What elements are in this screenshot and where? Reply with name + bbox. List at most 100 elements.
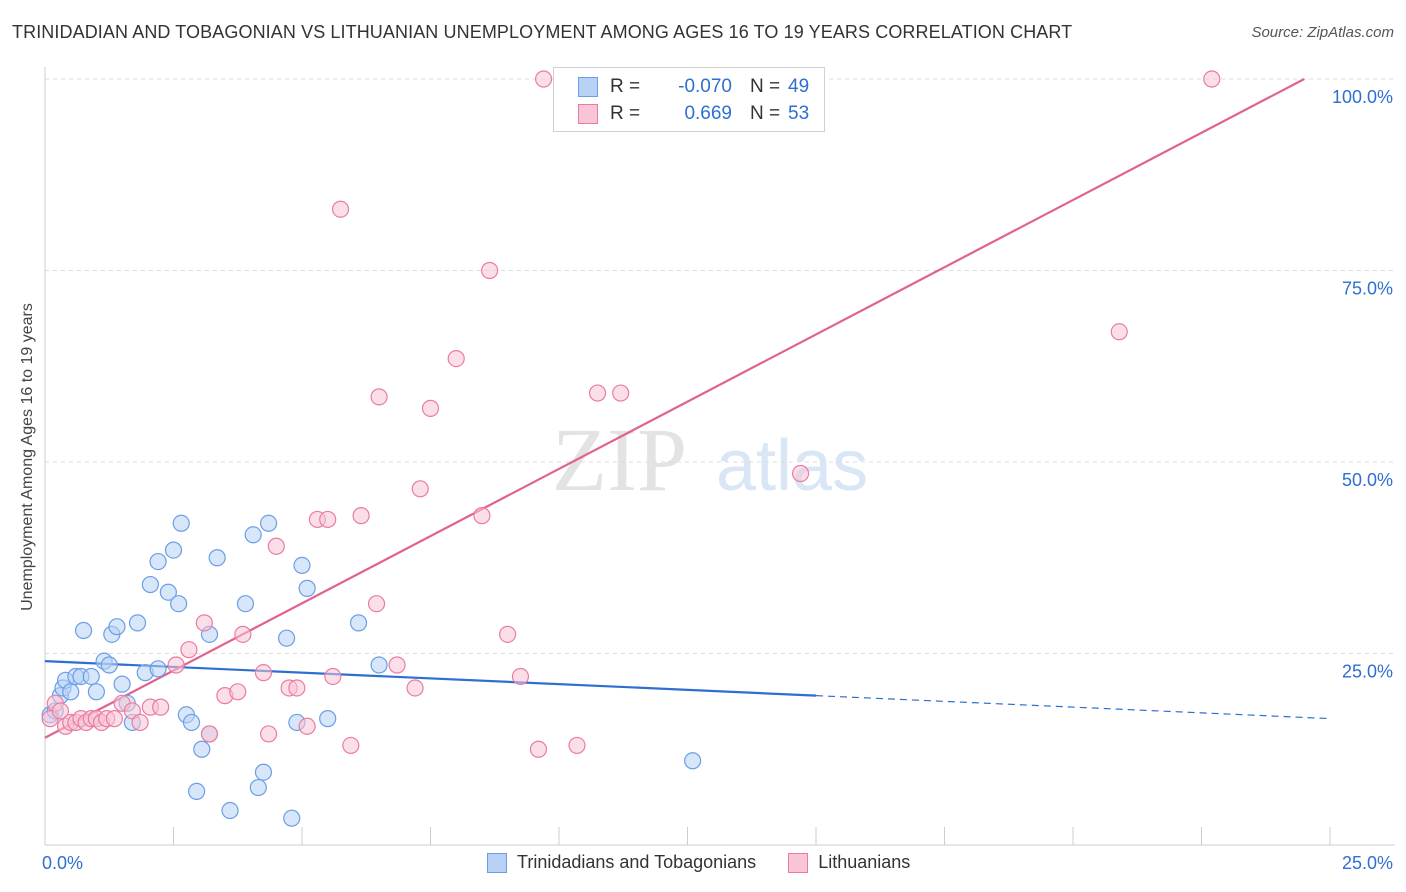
point-trinidadian — [182, 713, 201, 732]
point-lithuanian — [254, 664, 273, 682]
point-trinidadian — [259, 514, 278, 532]
r-value: 0.669 — [684, 103, 732, 124]
point-lithuanian — [370, 388, 388, 406]
point-trinidadian — [87, 683, 106, 701]
point-lithuanian — [51, 702, 70, 720]
point-lithuanian — [1203, 70, 1221, 88]
point-lithuanian — [229, 683, 247, 701]
data-points — [41, 70, 1221, 827]
n-label: N = — [750, 76, 781, 97]
point-lithuanian — [612, 384, 630, 402]
point-trinidadian — [172, 514, 190, 532]
point-lithuanian — [105, 710, 123, 728]
r-label: R = — [610, 76, 641, 97]
point-lithuanian — [267, 537, 285, 555]
watermark-atlas: atlas — [716, 426, 868, 506]
point-lithuanian — [511, 667, 530, 686]
legend-item-lithuanians: Lithuanians — [788, 852, 910, 873]
point-trinidadian — [684, 752, 702, 770]
point-lithuanian — [499, 625, 517, 643]
point-lithuanian — [259, 725, 278, 743]
legend-label-trinidadians: Trinidadians and Tobagonians — [517, 852, 757, 872]
point-trinidadian — [74, 621, 93, 640]
chart-title: TRINIDADIAN AND TOBAGONIAN VS LITHUANIAN… — [12, 22, 1073, 42]
n-label: N = — [750, 103, 781, 124]
point-lithuanian — [131, 713, 149, 732]
point-trinidadian — [254, 763, 273, 781]
point-trinidadian — [100, 656, 118, 674]
point-trinidadian — [277, 629, 296, 647]
legend-swatch-blue — [578, 77, 598, 97]
point-trinidadian — [141, 575, 159, 594]
point-lithuanian — [195, 614, 213, 632]
point-trinidadian — [193, 740, 211, 758]
point-lithuanian — [342, 736, 360, 755]
r-label: R = — [610, 103, 641, 124]
point-lithuanian — [319, 510, 337, 529]
point-lithuanian — [152, 698, 170, 716]
point-trinidadian — [298, 579, 316, 597]
point-trinidadian — [62, 683, 80, 701]
trend-line-trinidadian-extrapolated — [815, 695, 1331, 720]
series-legend: Trinidadians and Tobagonians Lithuanians — [487, 852, 942, 873]
source-credit: Source: ZipAtlas.com — [1251, 24, 1394, 41]
n-value: 53 — [788, 103, 810, 124]
point-lithuanian — [352, 507, 370, 525]
point-lithuanian — [529, 740, 548, 758]
point-lithuanian — [534, 70, 553, 88]
point-trinidadian — [319, 710, 337, 728]
point-trinidadian — [82, 667, 100, 686]
point-lithuanian — [367, 595, 386, 613]
watermark: ZIP atlas — [552, 411, 868, 510]
y-tick-label: 75.0% — [1342, 279, 1393, 299]
legend-item-trinidadians: Trinidadians and Tobagonians — [487, 852, 756, 873]
point-lithuanian — [791, 464, 810, 483]
tick-labels: 25.0% 50.0% 75.0% 100.0% 0.0% 25.0% — [42, 87, 1393, 873]
point-trinidadian — [293, 556, 311, 575]
watermark-zip: ZIP — [552, 411, 687, 510]
point-lithuanian — [473, 507, 491, 525]
x-tick-label: 0.0% — [42, 853, 83, 873]
point-trinidadian — [283, 809, 301, 827]
point-lithuanian — [167, 656, 185, 674]
point-trinidadian — [370, 656, 388, 674]
legend-swatch-blue — [487, 852, 507, 873]
point-lithuanian — [200, 725, 219, 743]
point-lithuanian — [406, 679, 424, 697]
point-trinidadian — [113, 675, 131, 693]
grid-lines — [45, 78, 1395, 654]
point-lithuanian — [234, 625, 252, 643]
point-lithuanian — [568, 736, 586, 755]
legend-label-lithuanians: Lithuanians — [818, 852, 911, 872]
legend-swatch-pink — [788, 852, 809, 873]
point-lithuanian — [180, 641, 198, 659]
point-trinidadian — [236, 595, 255, 613]
x-tick-label: 25.0% — [1342, 853, 1393, 873]
y-tick-label: 50.0% — [1342, 470, 1393, 490]
point-trinidadian — [249, 778, 267, 797]
legend-row-lithuanians: R = 0.669 N = 53 — [578, 102, 809, 126]
n-value: 49 — [788, 76, 810, 97]
point-trinidadian — [221, 801, 239, 820]
legend-row-trinidadians: R = -0.070 N = 49 — [578, 75, 809, 99]
point-lithuanian — [411, 480, 429, 498]
point-lithuanian — [388, 656, 406, 674]
point-lithuanian — [298, 717, 316, 735]
correlation-legend: R = -0.070 N = 49 R = 0.669 N = 53 — [553, 67, 825, 132]
y-tick-label: 25.0% — [1342, 662, 1393, 682]
point-trinidadian — [159, 583, 177, 601]
y-tick-label: 100.0% — [1332, 87, 1393, 107]
y-axis-label: Unemployment Among Ages 16 to 19 years — [19, 303, 36, 611]
r-value: -0.070 — [678, 76, 732, 97]
point-trinidadian — [128, 614, 147, 632]
point-lithuanian — [447, 349, 465, 368]
point-lithuanian — [1110, 323, 1128, 341]
point-lithuanian — [331, 200, 350, 218]
point-trinidadian — [170, 595, 188, 613]
point-trinidadian — [208, 549, 226, 567]
point-lithuanian — [588, 384, 607, 402]
point-trinidadian — [188, 782, 206, 800]
point-lithuanian — [421, 399, 440, 417]
point-trinidadian — [349, 614, 368, 632]
